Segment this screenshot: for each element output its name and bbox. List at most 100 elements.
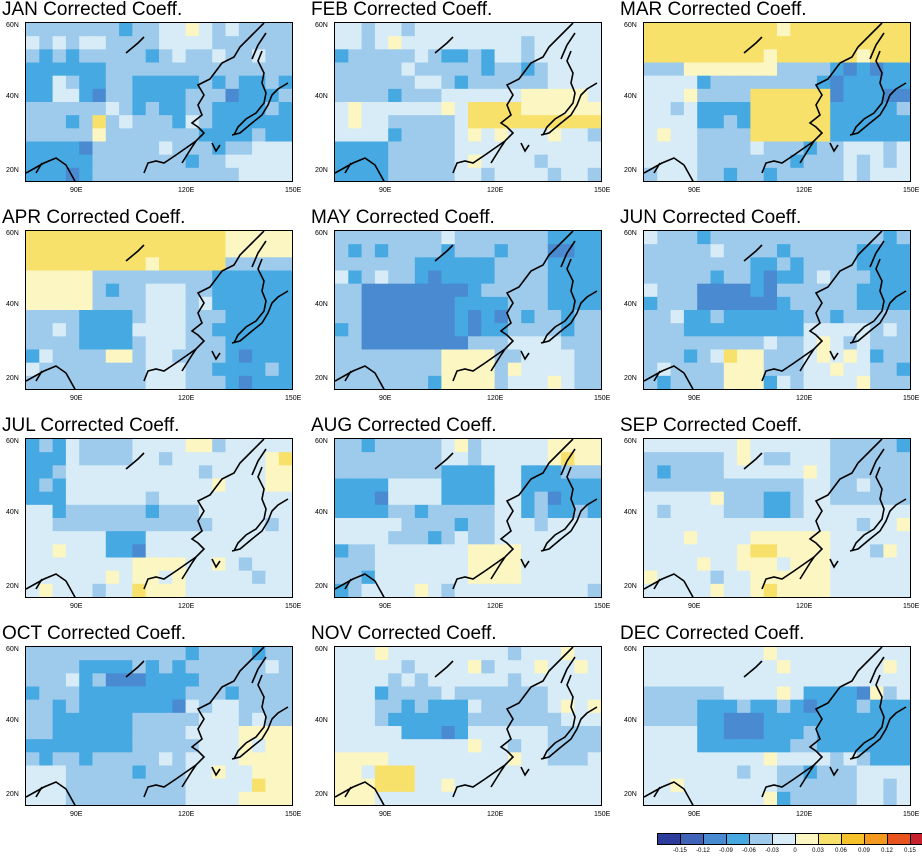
colorbar-swatch [681,834,704,844]
grid-cell [225,739,240,753]
grid-cell [185,88,200,103]
grid-cell [750,778,765,793]
grid-cell [39,491,54,506]
grid-cell [737,647,751,661]
grid-cell [468,283,482,298]
grid-cell [335,765,349,780]
grid-cell [803,310,818,324]
grid-cell [428,491,442,506]
grid-cell [185,518,200,532]
grid-cell [494,23,509,37]
grid-cell [52,23,67,37]
coastline [452,439,574,590]
x-tick-label: 150E [285,603,302,610]
grid-cell [803,62,818,77]
panel-title: APR Corrected Coeff. [2,207,186,228]
grid-cell [238,128,253,142]
grid-cell [494,75,509,90]
grid-cell [883,362,898,377]
grid-cell [414,765,429,780]
grid-cell [697,557,711,572]
grid-cell [145,323,160,337]
grid-cell [278,452,292,466]
grid-cell [185,231,200,245]
field-map [335,439,601,597]
grid-cell [507,167,522,181]
grid-cell [670,257,685,271]
map-panel: AUG Corrected Coeff. 60N 40N 20N 90E 120E 150E [309,416,610,616]
grid-cell [494,465,509,479]
grid-cell [468,323,482,337]
grid-cell [401,791,416,805]
grid-cell [132,141,147,156]
grid-cell [856,673,871,687]
grid-cell [723,673,738,687]
grid-cell [843,647,858,661]
grid-cell [388,296,402,311]
grid-cell [119,362,133,377]
grid-cell [870,465,884,479]
grid-cell [145,244,160,258]
colorbar-label: 0.09 [858,848,870,854]
grid-cell [790,583,805,597]
grid-cell [388,283,402,298]
grid-cell [159,660,173,674]
grid-cell [39,739,54,753]
grid-cell [777,491,791,506]
grid-cell [119,752,133,766]
grid-cell [225,478,240,493]
grid-cell [790,791,805,805]
grid-cell [198,531,213,545]
grid-cell [670,491,685,506]
grid-cell [441,752,456,766]
grid-cell [534,478,549,493]
y-tick-label: 40N [315,717,328,724]
grid-cell [361,336,376,350]
grid-cell [481,257,496,271]
grid-cell [52,115,67,129]
grid-cell [816,465,831,479]
grid-cell [132,518,147,532]
grid-cell [547,752,562,766]
grid-cell [777,739,791,753]
grid-cell [856,544,871,558]
grid-cell [172,765,187,780]
grid-cell [737,557,751,572]
grid-cell [92,323,107,337]
grid-cell [870,686,884,701]
grid-cell [119,310,133,324]
coastline [233,466,267,552]
grid-cell [92,296,107,311]
grid-cell [92,244,107,258]
grid-cell [657,310,672,324]
grid-cell [132,270,147,285]
grid-cell [238,36,253,50]
x-tick-label: 120E [487,811,504,818]
grid-cell [683,154,698,169]
grid-cell [750,583,765,597]
grid-cell [265,23,280,37]
grid-cell [238,726,253,740]
grid-cell [374,647,389,661]
grid-cell [896,791,910,805]
grid-cell [414,544,429,558]
grid-cell [335,349,349,364]
grid-cell [856,49,871,63]
grid-cell [547,778,562,793]
grid-cell [534,154,549,169]
grid-cell [777,323,791,337]
grid-cell [39,686,54,701]
grid-cell [454,349,469,364]
grid-cell [428,257,442,271]
grid-cell [172,570,187,585]
grid-cell [428,544,442,558]
x-tick-label: 90E [70,187,83,194]
grid-cell [428,439,442,453]
grid-cell [348,36,363,50]
x-tick-label: 150E [285,187,302,194]
grid-cell [388,712,402,727]
grid-cell [870,323,884,337]
y-tick-label: 20N [315,375,328,382]
grid-cell [723,686,738,701]
grid-cell [481,115,496,129]
